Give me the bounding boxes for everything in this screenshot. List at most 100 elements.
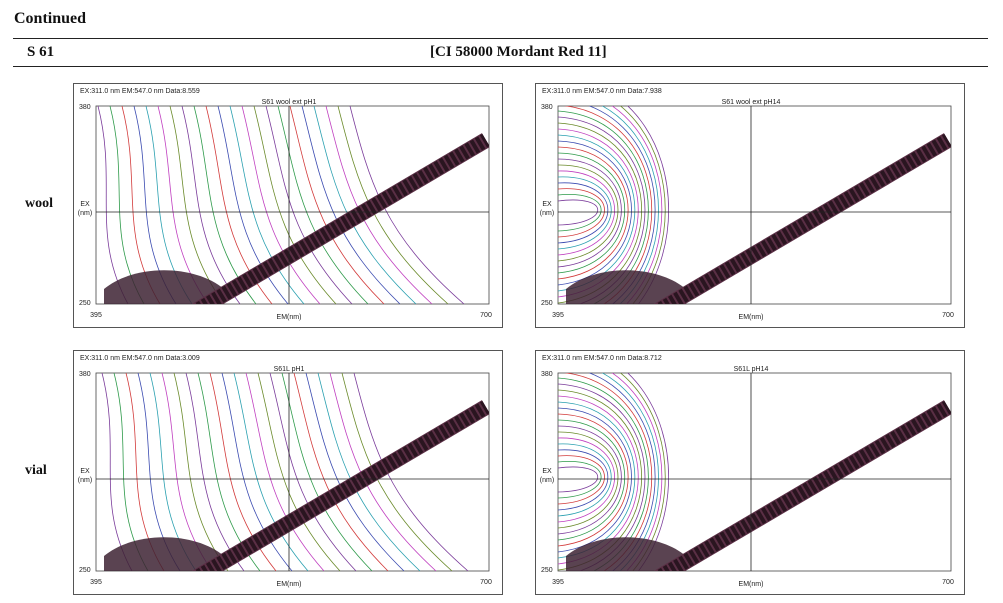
- x-tick-label: 700: [480, 312, 492, 319]
- panel-title: S61L pH14: [734, 366, 769, 373]
- contour: [619, 106, 666, 304]
- contours: [101, 373, 489, 571]
- sample: S 61: [27, 44, 55, 60]
- spectrum-panel: EX:311.0 nm EM:547.0 nm Data:8.559 S61 wo…: [73, 83, 503, 328]
- contour: [558, 146, 629, 280]
- x-tick-label: 700: [942, 579, 954, 586]
- contour: [558, 199, 599, 226]
- x-tick-label: 395: [90, 579, 102, 586]
- band-blob: [104, 270, 224, 304]
- spectrum: EX:311.0 nm EM:547.0 nm Data:8.712 S61L p…: [540, 355, 954, 588]
- rule: [13, 38, 988, 39]
- contour: [619, 373, 666, 571]
- contour: [229, 106, 305, 304]
- spectrum: EX:311.0 nm EM:547.0 nm Data:3.009 S61L p…: [78, 355, 492, 588]
- contour: [277, 106, 369, 304]
- y-axis-label: EX: [80, 201, 90, 208]
- contour: [558, 182, 609, 244]
- rule: [13, 66, 988, 67]
- contour: [181, 106, 241, 304]
- spectrum: EX:311.0 nm EM:547.0 nm Data:7.938 S61 wo…: [540, 88, 954, 321]
- heading: Continued: [14, 10, 87, 27]
- contour: [257, 373, 341, 571]
- contour: [626, 106, 670, 304]
- y-axis-label: EX: [542, 468, 552, 475]
- contours: [97, 106, 489, 304]
- contour: [558, 419, 625, 541]
- band-blob: [566, 537, 686, 571]
- x-tick-label: 395: [90, 312, 102, 319]
- contour: [221, 373, 293, 571]
- contour: [317, 373, 421, 571]
- contour: [558, 152, 625, 274]
- panel-title: S61 wool ext pH1: [262, 99, 317, 106]
- contour: [558, 140, 632, 286]
- contour: [558, 460, 602, 499]
- contour: [353, 373, 469, 571]
- x-axis-label: EM(nm): [277, 581, 302, 588]
- contour: [289, 106, 385, 304]
- contours: [558, 373, 951, 571]
- contour: [558, 176, 612, 250]
- dye: [CI 58000 Mordant Red 11]: [430, 44, 607, 60]
- contour: [588, 373, 656, 571]
- contour: [601, 373, 659, 571]
- contour: [269, 373, 357, 571]
- panel-info: EX:311.0 nm EM:547.0 nm Data:8.559: [80, 88, 200, 95]
- scatter-band: [655, 133, 951, 304]
- contour: [558, 170, 616, 256]
- contour: [301, 106, 401, 304]
- x-tick-label: 395: [552, 312, 564, 319]
- contours: [558, 106, 951, 304]
- row-label: wool: [25, 196, 53, 211]
- contour: [558, 425, 622, 535]
- y-axis-label: (nm): [540, 210, 554, 217]
- contour: [558, 164, 619, 262]
- panel-title: S61L pH1: [274, 366, 305, 373]
- contour: [169, 106, 225, 304]
- y-tick-label: 380: [541, 371, 553, 378]
- contour: [293, 373, 389, 571]
- contour: [626, 373, 670, 571]
- contour: [97, 106, 129, 304]
- y-tick-label: 250: [541, 300, 553, 307]
- contour: [601, 106, 659, 304]
- contour: [558, 158, 622, 268]
- contour: [185, 373, 245, 571]
- contour: [265, 106, 353, 304]
- y-axis-label: (nm): [78, 210, 92, 217]
- contour: [558, 437, 616, 523]
- y-tick-label: 380: [79, 104, 91, 111]
- x-tick-label: 700: [942, 312, 954, 319]
- contour: [241, 106, 321, 304]
- spectrum-panel: EX:311.0 nm EM:547.0 nm Data:7.938 S61 wo…: [535, 83, 965, 328]
- scatter-band: [193, 133, 489, 304]
- x-axis-label: EM(nm): [277, 314, 302, 321]
- panel-info: EX:311.0 nm EM:547.0 nm Data:3.009: [80, 355, 200, 362]
- x-tick-label: 700: [480, 579, 492, 586]
- row-label: vial: [25, 463, 47, 478]
- y-axis-label: EX: [542, 201, 552, 208]
- y-axis-label: (nm): [78, 477, 92, 484]
- y-tick-label: 380: [541, 104, 553, 111]
- contour: [558, 443, 612, 517]
- contour: [558, 407, 632, 553]
- contour: [558, 188, 605, 238]
- x-axis-label: EM(nm): [739, 581, 764, 588]
- y-tick-label: 250: [541, 567, 553, 574]
- panel-title: S61 wool ext pH14: [722, 99, 781, 106]
- contour: [588, 106, 656, 304]
- contour: [562, 373, 653, 571]
- contour: [173, 373, 229, 571]
- contour: [558, 455, 605, 505]
- contour: [562, 106, 653, 304]
- spectrum: EX:311.0 nm EM:547.0 nm Data:8.559 S61 wo…: [78, 88, 492, 321]
- contour: [253, 106, 337, 304]
- contour: [558, 466, 599, 493]
- y-tick-label: 250: [79, 567, 91, 574]
- y-axis-label: EX: [80, 468, 90, 475]
- y-tick-label: 250: [79, 300, 91, 307]
- band-blob: [104, 537, 224, 571]
- panel-info: EX:311.0 nm EM:547.0 nm Data:7.938: [542, 88, 662, 95]
